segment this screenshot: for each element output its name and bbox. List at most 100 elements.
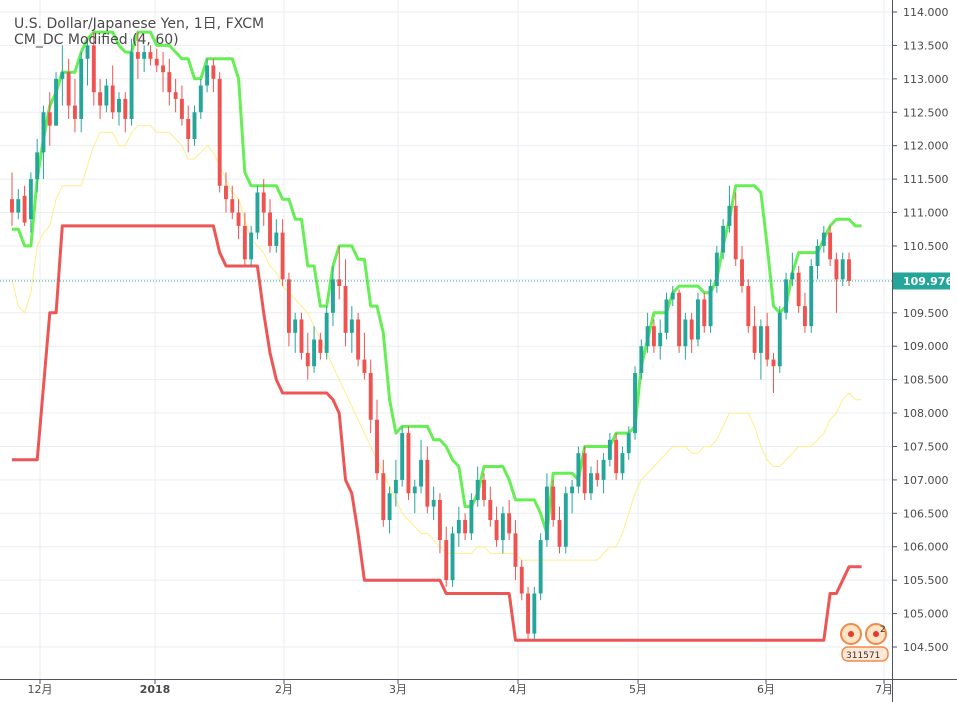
- candle[interactable]: [104, 78, 109, 113]
- candle[interactable]: [821, 225, 826, 253]
- candle[interactable]: [255, 185, 260, 240]
- candle[interactable]: [696, 292, 700, 347]
- candle[interactable]: [513, 520, 518, 581]
- candle[interactable]: [324, 306, 329, 360]
- candle[interactable]: [500, 506, 505, 554]
- candle[interactable]: [167, 58, 172, 106]
- candle[interactable]: [368, 359, 373, 434]
- candle[interactable]: [802, 292, 807, 333]
- candle[interactable]: [331, 266, 335, 327]
- candle[interactable]: [456, 506, 461, 547]
- time-axis[interactable]: 12月 2018 2月 3月 4月 5月 6月 7月: [28, 679, 894, 696]
- candle[interactable]: [312, 326, 317, 373]
- candle[interactable]: [437, 493, 442, 554]
- candle[interactable]: [142, 45, 147, 73]
- candle[interactable]: [110, 65, 115, 119]
- candle[interactable]: [488, 486, 493, 527]
- candle[interactable]: [683, 312, 688, 360]
- candle[interactable]: [796, 266, 801, 313]
- candle[interactable]: [431, 486, 436, 520]
- candle[interactable]: [475, 466, 480, 507]
- candle[interactable]: [286, 272, 291, 347]
- candle[interactable]: [840, 252, 845, 287]
- candle[interactable]: [356, 312, 361, 367]
- candle[interactable]: [519, 560, 524, 601]
- candle[interactable]: [507, 499, 512, 541]
- candle[interactable]: [752, 306, 757, 360]
- candle[interactable]: [714, 245, 719, 293]
- candle[interactable]: [551, 479, 556, 527]
- candle[interactable]: [224, 172, 228, 213]
- candle[interactable]: [639, 339, 644, 380]
- candle[interactable]: [689, 312, 694, 353]
- candle[interactable]: [249, 225, 254, 266]
- indicator-legend[interactable]: CM_DC Modified (4, 60): [14, 32, 179, 48]
- candle[interactable]: [85, 38, 90, 86]
- candle[interactable]: [186, 105, 191, 153]
- candle[interactable]: [746, 279, 751, 333]
- candle[interactable]: [28, 172, 33, 233]
- candle[interactable]: [16, 189, 21, 220]
- candle[interactable]: [274, 219, 279, 253]
- candle[interactable]: [557, 506, 562, 554]
- candle[interactable]: [318, 332, 323, 360]
- candle[interactable]: [727, 185, 732, 233]
- candle[interactable]: [293, 312, 298, 353]
- candle[interactable]: [337, 245, 342, 300]
- candle[interactable]: [406, 426, 411, 500]
- candle[interactable]: [161, 52, 165, 93]
- candle[interactable]: [526, 586, 530, 641]
- candle[interactable]: [349, 306, 354, 353]
- candle[interactable]: [784, 272, 789, 320]
- candle[interactable]: [601, 453, 606, 494]
- candle[interactable]: [589, 466, 593, 500]
- candle[interactable]: [444, 526, 449, 587]
- price-axis[interactable]: 114.000 113.500 113.000 112.500 112.000 111.5…: [892, 6, 949, 654]
- candle[interactable]: [47, 92, 52, 146]
- candle[interactable]: [35, 139, 40, 193]
- candle[interactable]: [261, 179, 266, 226]
- candle[interactable]: [702, 292, 707, 333]
- candle[interactable]: [412, 479, 417, 514]
- candle[interactable]: [450, 526, 455, 587]
- candle[interactable]: [633, 366, 637, 440]
- candle[interactable]: [41, 105, 46, 180]
- candle[interactable]: [677, 289, 682, 353]
- candle[interactable]: [645, 312, 650, 353]
- candle[interactable]: [217, 72, 222, 193]
- candle[interactable]: [230, 185, 235, 220]
- candle[interactable]: [22, 185, 27, 226]
- candle[interactable]: [154, 48, 159, 73]
- candle[interactable]: [494, 506, 499, 547]
- candle[interactable]: [664, 292, 669, 340]
- candle[interactable]: [198, 78, 203, 119]
- candle[interactable]: [765, 312, 770, 367]
- candle[interactable]: [670, 286, 675, 307]
- candle[interactable]: [375, 399, 379, 480]
- candle[interactable]: [607, 433, 612, 467]
- candle[interactable]: [815, 239, 820, 280]
- candle[interactable]: [387, 486, 392, 534]
- candle[interactable]: [236, 199, 241, 240]
- candle[interactable]: [777, 306, 782, 373]
- candle[interactable]: [582, 446, 587, 500]
- candle[interactable]: [721, 219, 726, 260]
- candle[interactable]: [614, 433, 619, 480]
- candle[interactable]: [733, 192, 738, 266]
- candle[interactable]: [620, 446, 625, 480]
- candle[interactable]: [576, 446, 581, 494]
- candle[interactable]: [626, 426, 631, 460]
- badge-icon[interactable]: 2 311571: [840, 623, 889, 662]
- candle[interactable]: [425, 446, 430, 514]
- candle[interactable]: [173, 78, 178, 113]
- candle[interactable]: [469, 493, 474, 541]
- candle[interactable]: [54, 72, 59, 126]
- candle[interactable]: [148, 45, 153, 66]
- candle[interactable]: [482, 473, 486, 507]
- candle[interactable]: [532, 586, 537, 641]
- candle[interactable]: [60, 45, 65, 106]
- candle[interactable]: [758, 319, 763, 380]
- candle[interactable]: [135, 32, 140, 79]
- candle[interactable]: [10, 172, 14, 226]
